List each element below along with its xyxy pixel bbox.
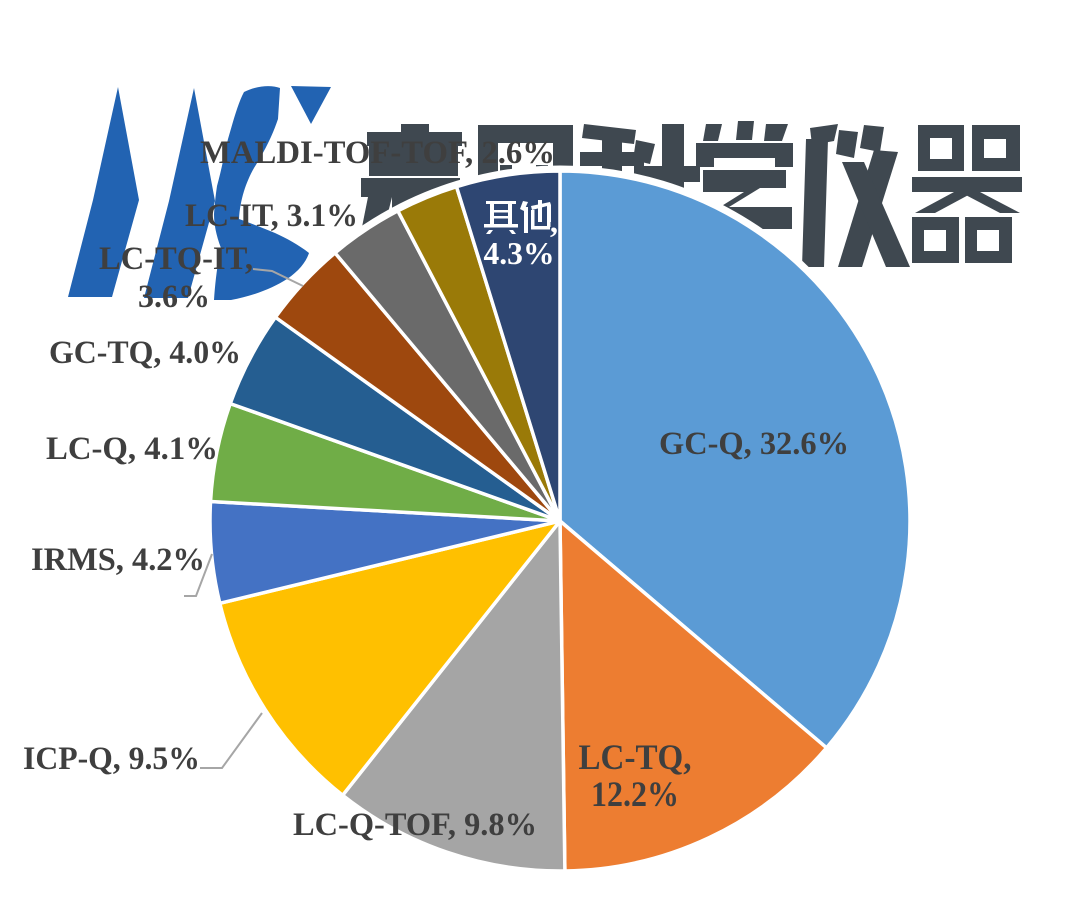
svg-text:,: , [550, 203, 558, 239]
svg-text:4.3%: 4.3% [484, 235, 555, 271]
svg-text:MALDI-TOF-TOF, 2.6%: MALDI-TOF-TOF, 2.6% [200, 135, 555, 171]
svg-text:3.6%: 3.6% [138, 279, 210, 315]
svg-text:GC-TQ, 4.0%: GC-TQ, 4.0% [49, 335, 241, 371]
svg-text:ICP-Q, 9.5%: ICP-Q, 9.5% [23, 741, 200, 777]
svg-text:LC-TQ-IT,: LC-TQ-IT, [99, 241, 253, 277]
svg-text:LC-Q-TOF, 9.8%: LC-Q-TOF, 9.8% [293, 807, 537, 843]
svg-text:LC-IT, 3.1%: LC-IT, 3.1% [185, 198, 358, 234]
svg-text:IRMS, 4.2%: IRMS, 4.2% [31, 542, 205, 578]
svg-text:GC-Q, 32.6%: GC-Q, 32.6% [659, 426, 849, 462]
svg-text:LC-Q, 4.1%: LC-Q, 4.1% [46, 431, 218, 467]
svg-text:12.2%: 12.2% [591, 774, 679, 814]
svg-text:LC-TQ,: LC-TQ, [579, 737, 692, 777]
